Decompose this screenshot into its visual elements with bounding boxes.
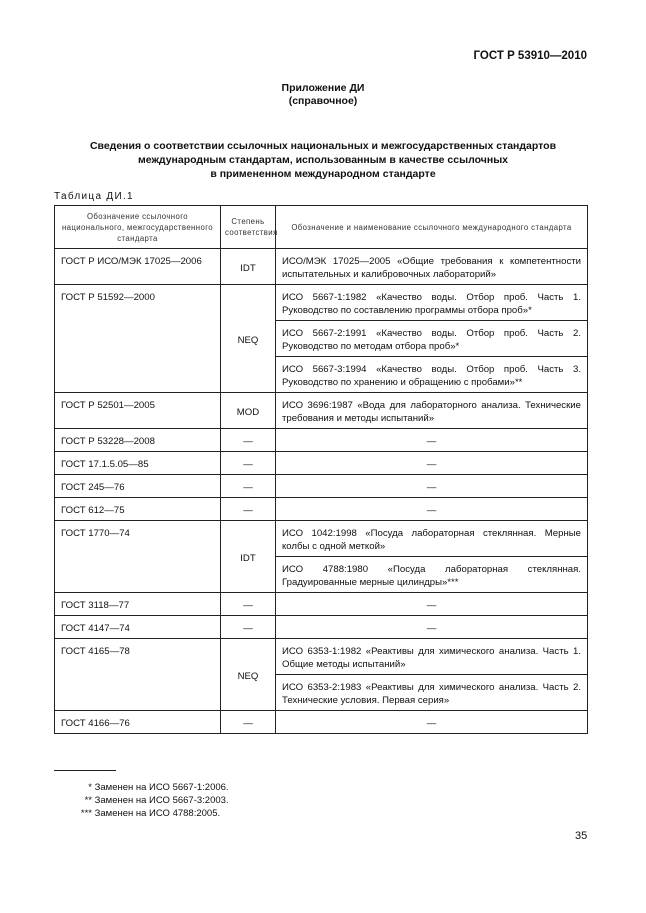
international-standard-cell: ИСО 3696:1987 «Вода для лабораторного ан… bbox=[275, 392, 588, 429]
degree-cell: IDT bbox=[220, 248, 276, 285]
degree-cell: MOD bbox=[220, 392, 276, 429]
international-standard-cell: — bbox=[275, 474, 588, 498]
table-row: ГОСТ Р 52501—2005 MOD ИСО 3696:1987 «Вода … bbox=[54, 392, 588, 429]
degree-cell: — bbox=[220, 474, 276, 498]
international-standard-cell: ИСО 5667-3:1994 «Качество воды. Отбор пр… bbox=[275, 356, 588, 393]
international-standard-cell: — bbox=[275, 497, 588, 521]
heading-line-1: Сведения о соответствии ссылочных национ… bbox=[89, 140, 557, 152]
table-row: ГОСТ 612—75— — bbox=[54, 497, 588, 521]
national-standard-cell: ГОСТ 245—76 bbox=[54, 474, 221, 498]
national-standard-cell: ГОСТ Р ИСО/МЭК 17025—2006 bbox=[54, 248, 221, 285]
column-header-degree: Степень соответствия bbox=[220, 205, 277, 249]
footnote-divider bbox=[54, 770, 116, 771]
international-standard-cell: ИСО 6353-1:1982 «Реактивы для химическог… bbox=[275, 638, 588, 675]
table-row: ГОСТ 245—76— — bbox=[54, 474, 588, 498]
degree-cell: — bbox=[220, 428, 276, 452]
table-row: ИСО 6353-2:1983 «Реактивы для химическог… bbox=[55, 674, 588, 711]
column-header-national: Обозначение ссылочного национального, ме… bbox=[54, 205, 221, 249]
degree-cell: NEQ bbox=[220, 284, 276, 393]
international-standard-cell: — bbox=[275, 592, 588, 616]
national-standard-cell: ГОСТ 1770—74 bbox=[54, 520, 221, 593]
national-standard-cell: ГОСТ Р 53228—2008 bbox=[54, 428, 221, 452]
table-row: ГОСТ Р 51592—2000 NEQ ИСО 5667-1:1982 «Кач… bbox=[54, 284, 588, 393]
national-standard-cell: ГОСТ Р 52501—2005 bbox=[54, 392, 221, 429]
heading-line-2: международным стандартам, использованным… bbox=[137, 154, 508, 166]
table-row: ГОСТ 4166—76— — bbox=[54, 710, 588, 734]
table-row: ГОСТ 4147—74— — bbox=[54, 615, 588, 639]
table-label: Таблица ДИ.1 bbox=[54, 191, 134, 202]
degree-cell: IDT bbox=[220, 520, 276, 593]
annex-subtitle: (справочное) bbox=[288, 95, 358, 107]
degree-cell: — bbox=[220, 497, 276, 521]
international-standard-cell: ИСО 1042:1998 «Посуда лабораторная стекл… bbox=[275, 520, 588, 557]
degree-cell: — bbox=[220, 592, 276, 616]
footnote: *** Заменен на ИСО 4788:2005. bbox=[80, 808, 221, 819]
national-standard-cell: ГОСТ 612—75 bbox=[54, 497, 221, 521]
table-row: ГОСТ 4165—78 NEQ ИСО 6353-1:1982 «Реактивы… bbox=[54, 638, 588, 711]
national-standard-cell: ГОСТ 4165—78 bbox=[54, 638, 221, 711]
annex-title: Приложение ДИ bbox=[281, 82, 365, 94]
international-standard-cell: ИСО/МЭК 17025—2005 «Общие требования к к… bbox=[275, 248, 588, 285]
international-standard-cell: ИСО 5667-2:1991 «Качество воды. Отбор пр… bbox=[275, 320, 588, 357]
degree-cell: NEQ bbox=[220, 638, 276, 711]
table-row: ИСО 5667-3:1994 «Качество воды. Отбор пр… bbox=[55, 356, 588, 393]
degree-cell: — bbox=[220, 615, 276, 639]
degree-cell: — bbox=[220, 710, 276, 734]
table-row: ГОСТ 17.1.5.05—85— — bbox=[54, 451, 588, 475]
table-row: ГОСТ 3118—77— — bbox=[54, 592, 588, 616]
table-row: ГОСТ 1770—74 IDT ИСО 1042:1998 «Посуда лаб… bbox=[54, 520, 588, 593]
national-standard-cell: ГОСТ 4166—76 bbox=[54, 710, 221, 734]
international-standard-cell: ИСО 6353-2:1983 «Реактивы для химическог… bbox=[275, 674, 588, 711]
heading-line-3: в примененном международном стандарте bbox=[210, 168, 436, 180]
national-standard-cell: ГОСТ 17.1.5.05—85 bbox=[54, 451, 221, 475]
international-standard-cell: — bbox=[275, 428, 588, 452]
national-standard-cell: ГОСТ Р 51592—2000 bbox=[54, 284, 221, 393]
international-standard-cell: — bbox=[275, 615, 588, 639]
table-header-row: Обозначение ссылочного национального, ме… bbox=[54, 205, 588, 249]
degree-cell: — bbox=[220, 451, 276, 475]
document-code: ГОСТ Р 53910—2010 bbox=[473, 50, 587, 62]
column-header-international: Обозначение и наименование ссылочного ме… bbox=[275, 205, 588, 249]
standards-table: Обозначение ссылочного национального, ме… bbox=[54, 205, 588, 734]
footnote: ** Заменен на ИСО 5667-3:2003. bbox=[84, 795, 229, 806]
international-standard-cell: ИСО 5667-1:1982 «Качество воды. Отбор пр… bbox=[275, 284, 588, 321]
international-standard-cell: — bbox=[275, 710, 588, 734]
table-row: ГОСТ Р ИСО/МЭК 17025—2006 IDT ИСО/МЭК 1702… bbox=[54, 248, 588, 285]
international-standard-cell: ИСО 4788:1980 «Посуда лабораторная стекл… bbox=[275, 556, 588, 593]
international-standard-cell: — bbox=[275, 451, 588, 475]
footnote: * Заменен на ИСО 5667-1:2006. bbox=[88, 782, 229, 793]
page-number: 35 bbox=[575, 830, 588, 842]
national-standard-cell: ГОСТ 3118—77 bbox=[54, 592, 221, 616]
table-row: ИСО 4788:1980 «Посуда лабораторная стекл… bbox=[55, 556, 588, 593]
table-row: ИСО 5667-2:1991 «Качество воды. Отбор пр… bbox=[55, 320, 588, 357]
national-standard-cell: ГОСТ 4147—74 bbox=[54, 615, 221, 639]
table-row: ГОСТ Р 53228—2008— — bbox=[54, 428, 588, 452]
